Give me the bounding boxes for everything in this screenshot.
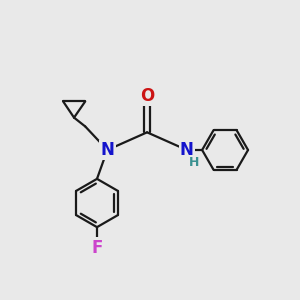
Text: O: O [140, 86, 154, 104]
Text: N: N [180, 141, 194, 159]
Text: F: F [91, 239, 103, 257]
Text: H: H [189, 156, 200, 169]
Text: N: N [100, 141, 114, 159]
